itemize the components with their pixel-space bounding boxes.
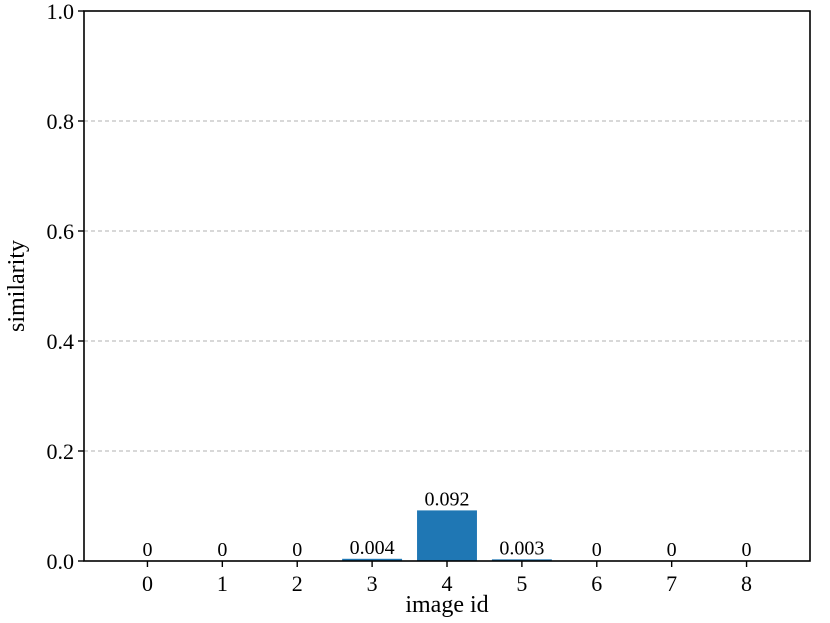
bar-value-label: 0: [142, 539, 152, 561]
bars: [342, 510, 552, 561]
bar-5: [491, 559, 552, 561]
bar-value-label: 0: [292, 539, 302, 561]
bar-4: [417, 510, 477, 561]
x-axis-label: image id: [405, 592, 488, 618]
x-tick-label: 3: [367, 571, 378, 596]
bar-value-labels: 0 0 0 0.004 0.092 0.003 0 0 0: [142, 488, 751, 561]
bar-value-label: 0: [667, 539, 677, 561]
bar-value-label: 0.003: [499, 537, 544, 559]
y-tick-label: 0.8: [47, 109, 75, 134]
x-tick-label: 5: [516, 571, 527, 596]
y-axis-ticks: 0.0 0.2 0.4 0.6 0.8 1.0: [47, 0, 84, 574]
x-tick-label: 6: [591, 571, 602, 596]
x-tick-label: 0: [142, 571, 153, 596]
x-tick-label: 2: [292, 571, 303, 596]
y-axis-label: similarity: [4, 240, 30, 332]
x-tick-label: 8: [741, 571, 752, 596]
grid-lines: [84, 120, 810, 452]
x-tick-label: 4: [442, 571, 453, 596]
bar-value-label: 0.004: [350, 537, 395, 559]
bar-value-label: 0: [217, 539, 227, 561]
x-tick-label: 1: [217, 571, 228, 596]
bar-3: [342, 558, 403, 561]
y-tick-label: 1.0: [47, 0, 75, 24]
x-axis-ticks: 0 1 2 3 4 5 6 7 8: [142, 561, 752, 596]
y-tick-label: 0.2: [47, 439, 75, 464]
y-tick-label: 0.6: [47, 219, 75, 244]
y-tick-label: 0.0: [47, 549, 75, 574]
bar-value-label: 0: [742, 539, 752, 561]
y-tick-label: 0.4: [47, 329, 75, 354]
bar-value-label: 0.092: [425, 488, 470, 510]
bar-value-label: 0: [592, 539, 602, 561]
x-tick-label: 7: [666, 571, 677, 596]
